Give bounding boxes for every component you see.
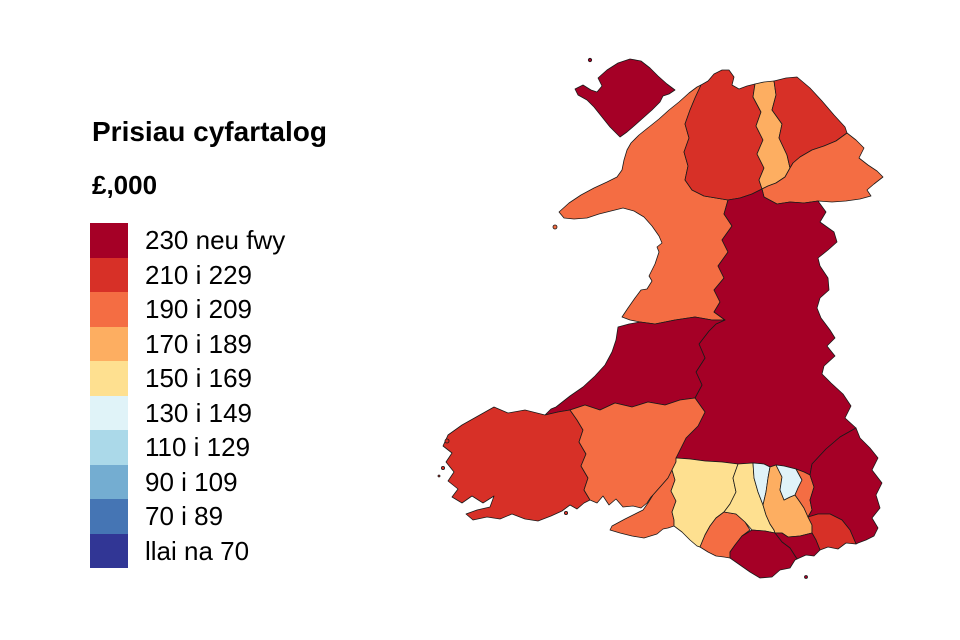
- legend-item: 150 i 169: [90, 361, 285, 396]
- islet-isle-of-anglesey: [587, 57, 593, 63]
- legend-swatch: [90, 326, 128, 361]
- legend-item-label: 190 i 209: [145, 294, 252, 325]
- legend-item-label: 210 i 229: [145, 259, 252, 290]
- legend-swatch: [90, 533, 128, 568]
- islet-pembrokeshire: [440, 465, 445, 470]
- legend-item-label: 90 i 109: [145, 466, 238, 497]
- legend-items: 230 neu fwy 210 i 229 190 i 209 170 i 189 15…: [90, 223, 285, 568]
- region-isle-of-anglesey: Isle of Anglesey: [574, 58, 676, 138]
- legend-swatch: [90, 464, 128, 499]
- legend-item-label: 110 i 129: [145, 432, 251, 463]
- region-pembrokeshire: Pembrokeshire: [442, 406, 591, 522]
- legend-item-label: 230 neu fwy: [145, 225, 286, 256]
- legend-swatch: [90, 430, 128, 465]
- legend-item: llai na 70: [90, 533, 285, 568]
- legend-item: 190 i 209: [90, 292, 285, 327]
- islet-pembrokeshire: [564, 510, 569, 515]
- legend-item: 210 i 229: [90, 257, 285, 292]
- legend-item: 230 neu fwy: [90, 223, 285, 258]
- legend-title: Prisiau cyfartalog: [92, 116, 327, 147]
- islet-cardiff: [804, 575, 808, 579]
- legend-swatch: [90, 499, 128, 534]
- legend-item: 130 i 149: [90, 395, 285, 430]
- legend-unit-label: £,000: [92, 170, 158, 200]
- legend-item: 170 i 189: [90, 326, 285, 361]
- legend-item: 110 i 129: [90, 430, 285, 465]
- islet-pembrokeshire: [437, 474, 441, 478]
- legend-item-label: 170 i 189: [145, 328, 252, 359]
- legend-swatch: [90, 361, 128, 396]
- islet-pembrokeshire: [444, 438, 450, 444]
- legend-item: 90 i 109: [90, 464, 285, 499]
- region-vale-of-glamorgan: Vale of Glamorgan: [729, 529, 798, 579]
- legend-item-label: 150 i 169: [145, 363, 252, 394]
- legend-item-label: 70 i 89: [145, 501, 224, 532]
- legend-swatch: [90, 257, 128, 292]
- legend-swatch: [90, 292, 128, 327]
- legend-swatch: [90, 395, 128, 430]
- legend-swatch: [90, 223, 128, 258]
- legend-item-label: llai na 70: [145, 535, 250, 566]
- region-bridgend: Bridgend: [699, 511, 751, 559]
- islet-gwynedd: [552, 224, 558, 230]
- legend-item-label: 130 i 149: [145, 397, 252, 428]
- legend-item: 70 i 89: [90, 499, 285, 534]
